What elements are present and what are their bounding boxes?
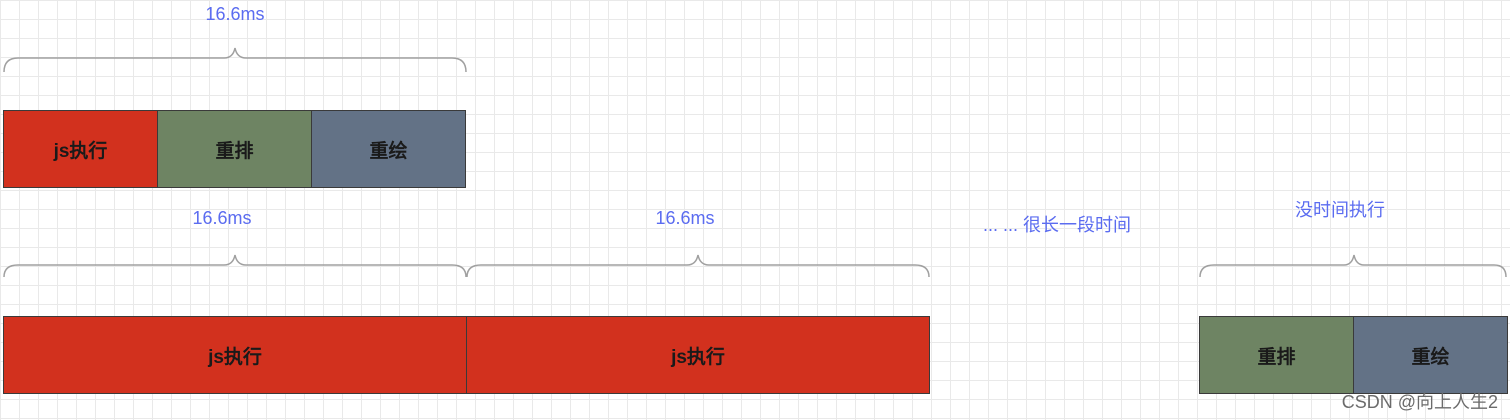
js-execution-block-row2a: js执行 xyxy=(3,316,467,394)
brace-row2-frame1 xyxy=(3,254,467,278)
brace-row2-no-time xyxy=(1199,254,1507,278)
watermark: CSDN @向上人生2 xyxy=(1341,392,1498,412)
js-execution-block-row1: js执行 xyxy=(3,110,158,188)
repaint-block-row1: 重绘 xyxy=(311,110,466,188)
js-execution-block-row2b: js执行 xyxy=(466,316,930,394)
frame-duration-label-row1: 16.6ms xyxy=(205,4,265,24)
frame-duration-label-row2a: 16.6ms xyxy=(192,208,252,228)
brace-row1 xyxy=(3,47,467,73)
reflow-block-row1: 重排 xyxy=(157,110,312,188)
long-gap-label: ... ... 很长一段时间 xyxy=(982,215,1132,235)
no-time-label: 没时间执行 xyxy=(1295,200,1385,220)
reflow-block-row2: 重排 xyxy=(1199,316,1354,394)
frame-duration-label-row2b: 16.6ms xyxy=(655,208,715,228)
brace-row2-frame2 xyxy=(466,254,930,278)
repaint-block-row2: 重绘 xyxy=(1353,316,1508,394)
